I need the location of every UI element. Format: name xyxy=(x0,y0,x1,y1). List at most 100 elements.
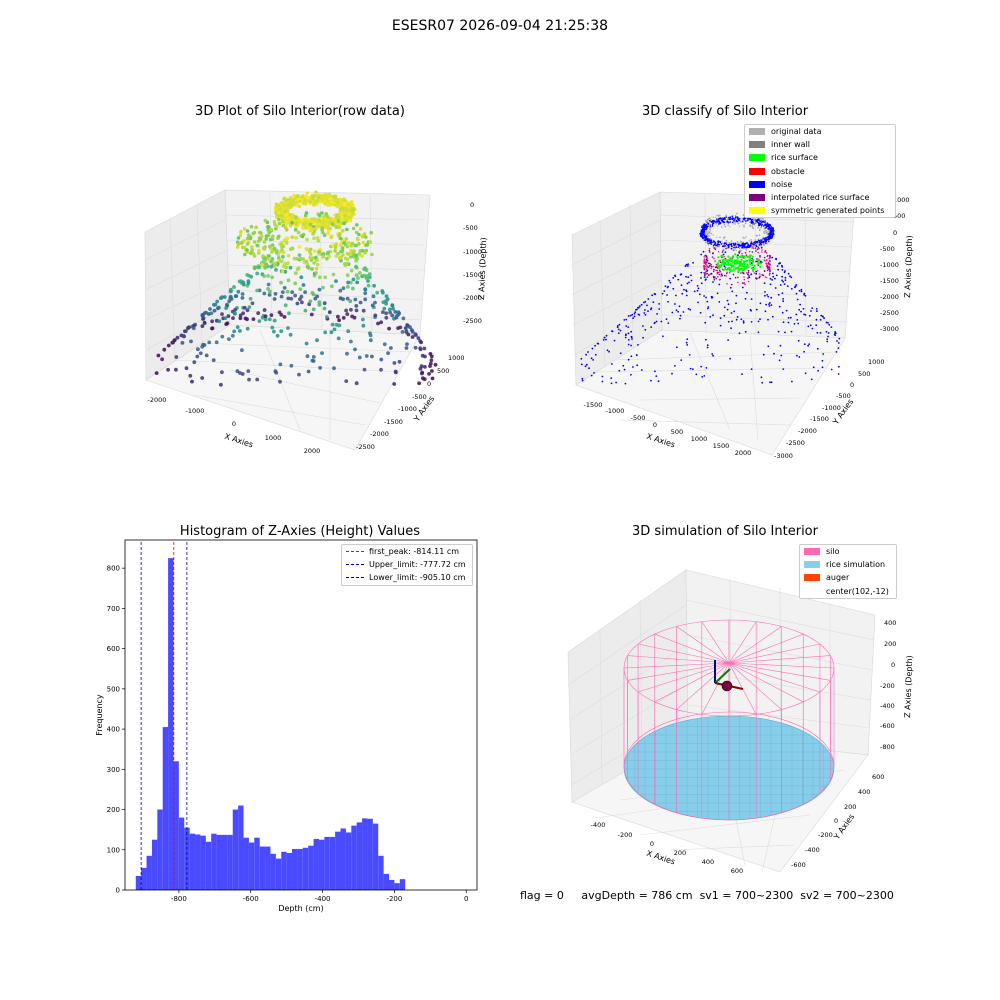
data-point xyxy=(807,325,810,328)
histogram-bar xyxy=(195,834,201,890)
data-point xyxy=(726,283,728,285)
data-point xyxy=(820,314,823,317)
data-point xyxy=(297,245,302,249)
x-tick-label: -1000 xyxy=(186,407,205,415)
data-point xyxy=(726,263,729,266)
data-point xyxy=(708,230,710,233)
data-point xyxy=(389,346,393,350)
data-point xyxy=(720,219,723,222)
legend-entry: interpolated rice surface xyxy=(745,191,895,204)
data-point xyxy=(360,254,364,258)
data-point xyxy=(715,277,718,280)
histogram-bar xyxy=(281,851,287,890)
z-tick-label: -400 xyxy=(880,702,895,710)
grid-line xyxy=(779,587,782,747)
legend-swatch xyxy=(804,588,820,595)
data-point xyxy=(296,194,300,198)
data-point xyxy=(720,275,722,277)
data-point xyxy=(212,308,217,313)
data-point xyxy=(764,231,766,233)
data-point xyxy=(692,261,694,264)
data-point xyxy=(345,227,349,232)
data-point xyxy=(277,221,282,226)
histogram-bar xyxy=(345,832,352,890)
data-point xyxy=(328,197,332,201)
data-point xyxy=(719,222,722,224)
data-point xyxy=(652,301,655,303)
data-point xyxy=(743,237,746,240)
data-point xyxy=(756,258,759,261)
data-point xyxy=(751,218,754,221)
data-point xyxy=(305,354,310,359)
data-point xyxy=(655,375,658,377)
data-point xyxy=(240,372,245,376)
data-point xyxy=(822,353,825,355)
data-point xyxy=(200,376,205,380)
data-point xyxy=(758,222,760,224)
data-point xyxy=(737,246,740,248)
data-point xyxy=(750,368,753,370)
legend-label: noise xyxy=(771,179,793,189)
data-point xyxy=(251,317,256,321)
data-point xyxy=(717,242,720,244)
data-point xyxy=(354,381,359,386)
data-point xyxy=(837,373,840,375)
data-point xyxy=(736,216,739,218)
data-point xyxy=(279,294,284,299)
data-point xyxy=(627,358,630,361)
data-point xyxy=(282,315,287,319)
data-point xyxy=(718,301,721,303)
data-point xyxy=(797,322,800,325)
data-point xyxy=(742,246,744,249)
data-point xyxy=(308,299,313,304)
data-point xyxy=(166,343,171,348)
data-point xyxy=(602,339,605,341)
data-point xyxy=(677,310,679,313)
data-point xyxy=(623,368,626,371)
data-point xyxy=(625,333,627,336)
data-point xyxy=(267,293,272,297)
grid-line xyxy=(689,332,731,431)
legend-label: rice surface xyxy=(771,153,818,163)
data-point xyxy=(764,310,767,313)
data-point xyxy=(726,308,729,311)
data-point xyxy=(358,227,363,231)
data-point xyxy=(419,340,423,345)
data-point xyxy=(321,285,325,290)
data-point xyxy=(300,300,304,305)
data-point xyxy=(327,254,332,259)
grid-line xyxy=(619,419,791,426)
data-point xyxy=(795,284,798,286)
data-point xyxy=(742,265,745,268)
data-point xyxy=(759,302,762,305)
data-point xyxy=(208,307,212,311)
data-point xyxy=(795,313,798,316)
z-tick-label: -2000 xyxy=(880,293,899,301)
data-point xyxy=(222,295,227,299)
data-point xyxy=(315,236,320,240)
data-point xyxy=(810,310,812,312)
data-point xyxy=(345,273,350,278)
grid-line xyxy=(639,814,811,836)
data-point xyxy=(708,222,711,224)
data-point xyxy=(740,258,743,261)
legend-label: original data xyxy=(771,127,822,137)
data-point xyxy=(696,285,699,287)
data-point xyxy=(734,253,737,256)
data-point xyxy=(587,351,589,353)
data-point xyxy=(723,274,726,277)
data-point xyxy=(364,354,369,358)
data-point xyxy=(757,226,759,229)
data-point xyxy=(243,252,247,257)
data-point xyxy=(227,337,231,341)
data-point xyxy=(272,264,277,269)
data-point xyxy=(764,291,766,293)
data-point xyxy=(323,275,328,280)
data-point xyxy=(784,279,787,281)
data-point xyxy=(267,225,271,229)
data-point xyxy=(624,382,627,385)
data-point xyxy=(784,270,786,272)
data-point xyxy=(277,234,281,239)
x-tick-label: 400 xyxy=(702,858,714,866)
data-point xyxy=(700,234,702,237)
